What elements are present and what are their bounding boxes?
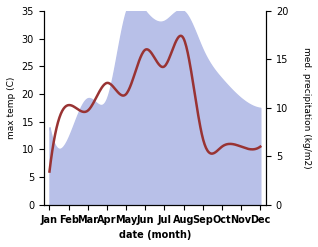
Y-axis label: max temp (C): max temp (C): [7, 77, 16, 139]
X-axis label: date (month): date (month): [119, 230, 191, 240]
Y-axis label: med. precipitation (kg/m2): med. precipitation (kg/m2): [302, 47, 311, 169]
